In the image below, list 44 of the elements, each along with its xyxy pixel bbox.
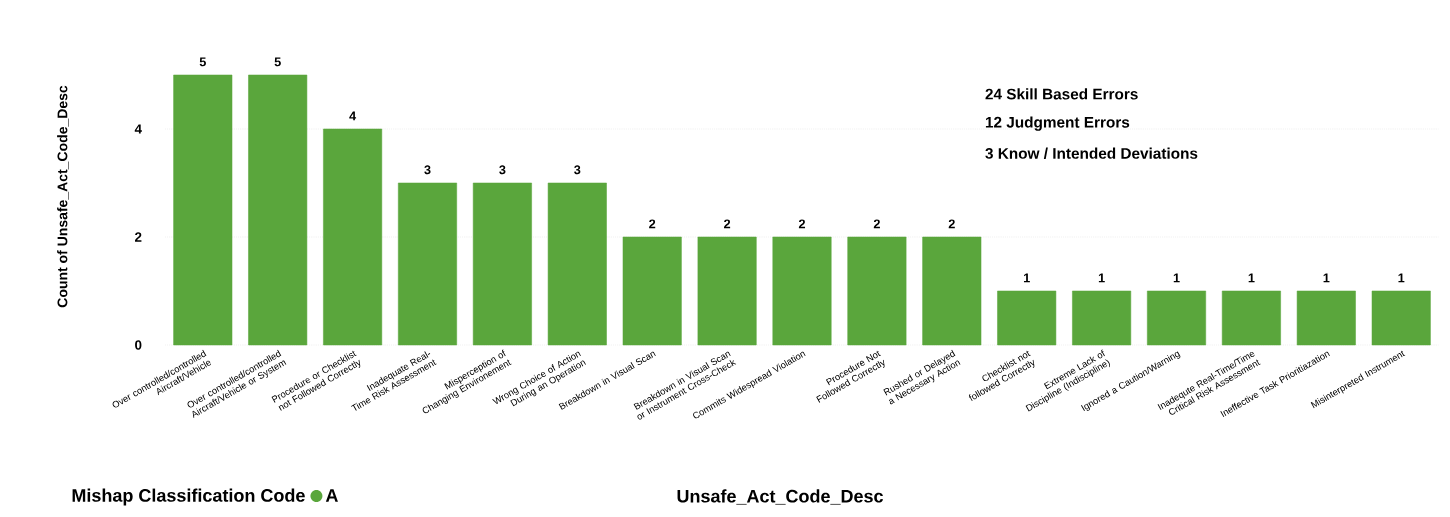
data-label: 2 [798, 219, 806, 229]
y-tick-label: 4 [134, 124, 142, 134]
data-label: 1 [1248, 273, 1255, 283]
bar [1221, 290, 1281, 346]
bar [472, 182, 532, 346]
bar [1147, 290, 1206, 346]
y-tick-label: 0 [135, 340, 142, 350]
data-label: 3 [499, 165, 506, 175]
data-label: 2 [724, 219, 731, 229]
legend-label: A [325, 489, 338, 502]
legend-title: Mishap Classification Code [72, 488, 305, 506]
data-label: 1 [1098, 273, 1105, 283]
data-label: 1 [1173, 273, 1180, 283]
y-tick-label: 2 [135, 232, 142, 242]
bar [922, 236, 982, 346]
data-label: 3 [424, 165, 431, 175]
data-label: 1 [1323, 273, 1330, 283]
data-label: 5 [199, 57, 206, 67]
annotation: 12 Judgment Errors [985, 116, 1130, 131]
y-axis-title: Count of Unsafe_Act_Code_Desc [57, 85, 69, 308]
data-label: 3 [574, 165, 581, 175]
bar [248, 74, 308, 346]
bar [997, 290, 1057, 346]
bar [622, 236, 682, 346]
bar [1072, 290, 1132, 346]
data-label: 2 [948, 219, 955, 229]
bar [847, 236, 907, 346]
data-label: 2 [873, 219, 880, 229]
annotation: 24 Skill Based Errors [985, 88, 1138, 100]
bar [1296, 290, 1356, 346]
data-label: 2 [649, 219, 656, 229]
bar [173, 74, 233, 346]
annotation: 3 Know / Intended Deviations [985, 147, 1198, 159]
x-axis-title: Unsafe_Act_Code_Desc [677, 489, 883, 505]
bar [772, 236, 832, 346]
data-label: 1 [1398, 273, 1405, 283]
data-label: 5 [274, 57, 281, 67]
bar [323, 128, 383, 346]
data-label: 4 [349, 111, 357, 121]
bar [547, 182, 607, 346]
bar [697, 236, 757, 346]
bar [1371, 290, 1431, 346]
bar [398, 182, 457, 346]
data-label: 1 [1023, 273, 1030, 283]
